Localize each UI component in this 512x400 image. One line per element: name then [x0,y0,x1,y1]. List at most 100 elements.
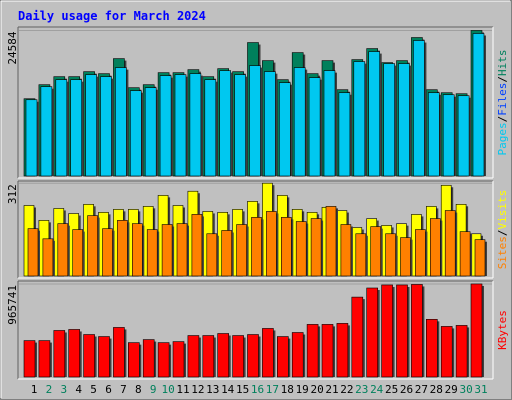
x-tick-label: 30 [459,383,472,396]
x-tick-label: 8 [135,383,142,396]
bar [398,63,410,177]
bar [38,340,51,378]
axis-label-part: Hits [496,50,509,77]
bar [83,334,95,378]
x-tick-label: 4 [75,383,82,396]
x-tick-label: 23 [355,383,368,396]
bar [25,99,38,177]
x-tick-label: 19 [296,383,309,396]
bar [202,335,215,378]
axis-label-separator: / [496,230,509,237]
axis-label-part: Visits [496,190,509,230]
x-tick-label: 18 [281,383,294,396]
bar [381,284,393,378]
bar [291,332,304,378]
bar [308,77,321,177]
bar [55,79,68,177]
bar [219,70,231,177]
x-tick-label: 21 [325,383,338,396]
bar [280,217,292,277]
bar [98,336,110,378]
bar [293,67,306,177]
bar [130,90,142,177]
bar [159,75,172,177]
bar [57,223,69,277]
bar [144,87,157,177]
bar [385,233,396,277]
bar [278,82,291,177]
bar [68,329,80,378]
bar [276,336,289,378]
x-tick-label: 26 [400,383,413,396]
bar [351,296,364,378]
bar [472,33,485,177]
y-tick-label: 24584 [6,31,19,64]
x-tick-label: 3 [60,383,67,396]
bar [191,214,203,277]
x-tick-label: 25 [385,383,398,396]
bar [87,215,98,277]
bar [442,94,455,177]
bar [411,284,423,378]
bar [72,229,83,277]
bar [262,328,274,378]
bar [221,230,232,277]
bar [427,92,440,177]
bar [429,218,441,277]
x-tick-label: 13 [206,383,219,396]
x-tick-label: 31 [474,383,487,396]
x-tick-label: 10 [161,383,174,396]
x-tick-label: 17 [266,383,279,396]
bar [338,92,351,177]
x-tick-label: 5 [90,383,97,396]
axis-label-separator: / [496,116,509,123]
x-tick-label: 11 [176,383,189,396]
x-tick-label: 2 [46,383,53,396]
bar [187,335,200,378]
bar [383,63,395,177]
bar [368,51,381,177]
bar [40,86,53,177]
bar [236,224,247,277]
bar [100,76,112,177]
bar [340,224,352,277]
bar [102,228,113,277]
bar [366,287,379,378]
bar [457,95,470,177]
bar [174,74,187,177]
chart-title: Daily usage for March 2024 [18,9,206,23]
bar [176,223,188,277]
bar [132,223,143,277]
y-tick-label: 965741 [6,285,19,325]
bar [396,284,408,378]
bar [440,326,453,378]
bar [355,233,367,277]
x-tick-label: 29 [445,383,458,396]
bar [23,340,36,378]
bar [321,324,334,378]
bar [310,218,322,277]
bar [53,330,66,378]
bar [459,231,471,277]
bar [249,65,261,177]
bar [157,342,170,378]
bar [217,333,229,378]
x-tick-label: 15 [236,383,249,396]
x-tick-label: 28 [430,383,443,396]
bar [474,239,486,277]
x-tick-label: 27 [415,383,428,396]
axis-label-part: Pages [496,122,509,155]
bar [444,210,456,277]
bar [325,206,337,277]
bar [113,327,125,378]
bar [146,229,158,277]
bar [413,40,425,177]
bar [455,325,468,378]
bar [425,319,438,378]
bar [264,71,276,177]
axis-label: KBytes [496,310,509,350]
bar [161,224,173,277]
axis-label-separator: / [496,76,509,83]
